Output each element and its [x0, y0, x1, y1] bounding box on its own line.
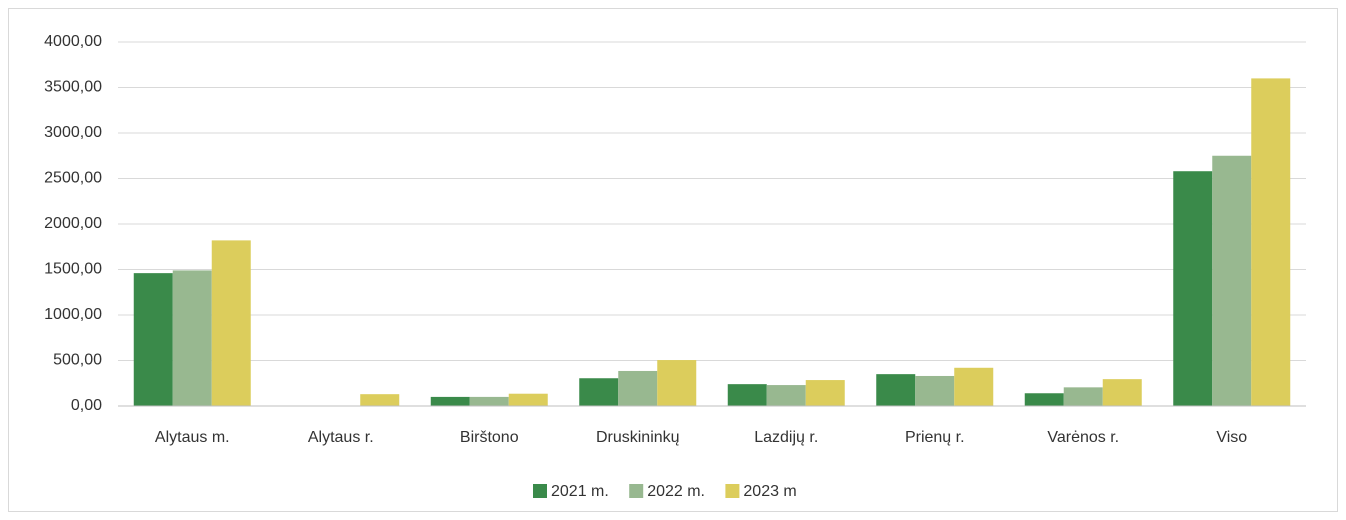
x-tick-label: Varėnos r. [1047, 429, 1119, 446]
y-tick-label: 2000,00 [44, 215, 102, 232]
bar [727, 384, 767, 406]
x-tick-label: Viso [1216, 429, 1247, 446]
legend-label: 2023 m [743, 483, 796, 500]
y-tick-label: 0,00 [71, 397, 102, 414]
x-tick-label: Druskininkų [596, 429, 680, 446]
y-tick-label: 1000,00 [44, 306, 102, 323]
bar [915, 375, 955, 406]
bar [1024, 393, 1064, 406]
bar [360, 394, 400, 406]
bar [1173, 171, 1213, 406]
bar [618, 370, 658, 406]
x-tick-label: Lazdijų r. [754, 429, 818, 446]
x-tick-label: Prienų r. [905, 429, 965, 446]
x-tick-label: Alytaus r. [308, 429, 374, 446]
x-tick-label: Birštono [460, 429, 519, 446]
bar [172, 270, 212, 406]
bar [211, 240, 251, 406]
y-tick-label: 500,00 [53, 352, 102, 369]
bar [766, 385, 806, 406]
bar [657, 360, 697, 406]
bar [133, 273, 173, 406]
bar [469, 396, 509, 406]
y-tick-label: 3000,00 [44, 124, 102, 141]
legend-swatch [533, 484, 547, 498]
bar [430, 396, 470, 406]
bar [1212, 155, 1252, 406]
bar [876, 374, 916, 406]
legend-label: 2022 m. [647, 483, 705, 500]
bar [508, 393, 548, 406]
bar [1102, 379, 1142, 406]
bar [954, 367, 994, 406]
bar [1251, 78, 1291, 407]
legend-label: 2021 m. [551, 483, 609, 500]
y-tick-label: 2500,00 [44, 170, 102, 187]
y-tick-label: 3500,00 [44, 79, 102, 96]
legend-swatch [725, 484, 740, 498]
bar [805, 380, 845, 406]
bar [579, 378, 619, 406]
x-tick-label: Alytaus m. [155, 429, 230, 446]
y-tick-label: 1500,00 [44, 261, 102, 278]
bar [1063, 387, 1103, 406]
y-tick-label: 4000,00 [44, 33, 102, 50]
legend-swatch [629, 484, 644, 498]
